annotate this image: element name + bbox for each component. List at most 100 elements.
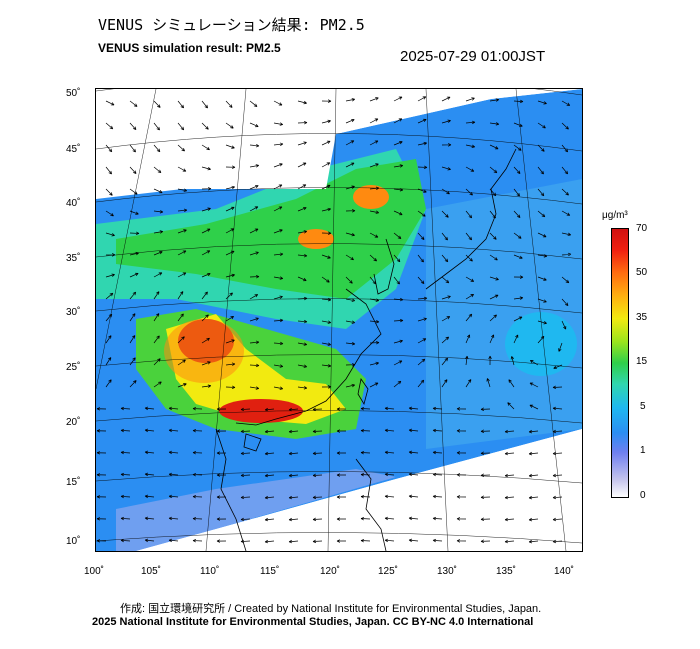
colorbar-tick-35: 35 — [636, 312, 648, 323]
wind-arrow — [369, 210, 380, 214]
wind-arrow — [345, 363, 356, 367]
lon-label-140: 140˚ — [554, 566, 575, 577]
wind-arrow — [336, 473, 347, 477]
wind-arrow — [288, 517, 299, 522]
wind-arrow — [465, 120, 476, 125]
wind-arrow — [273, 276, 284, 280]
wind-arrow — [488, 355, 492, 366]
wind-arrow — [297, 230, 308, 234]
coast-philippines — [355, 458, 387, 551]
wind-arrow — [273, 122, 284, 126]
coast-indochina — [215, 428, 247, 551]
wind-arrow — [456, 495, 467, 499]
wind-arrow — [561, 210, 571, 216]
wind-arrow — [393, 188, 404, 192]
coast-hainan — [243, 433, 262, 452]
wind-arrow — [441, 295, 451, 300]
wind-arrow — [393, 297, 404, 302]
wind-arrow — [297, 184, 307, 190]
wind-arrow — [408, 516, 419, 521]
wind-vectors — [96, 96, 572, 544]
wind-arrow — [321, 99, 332, 103]
wind-arrow — [240, 495, 251, 500]
wind-arrow — [513, 144, 522, 151]
wind-arrow — [225, 228, 235, 234]
wind-arrow — [384, 516, 395, 521]
wind-arrow — [264, 539, 275, 544]
wind-arrow — [216, 495, 227, 499]
wind-arrow — [321, 207, 331, 212]
wind-arrow — [201, 144, 210, 151]
wind-arrow — [96, 407, 107, 411]
wind-arrow — [168, 428, 179, 433]
wind-arrow — [153, 166, 162, 174]
wind-arrow — [96, 539, 107, 543]
wind-arrow — [225, 315, 234, 322]
wind-arrow — [369, 319, 380, 324]
wind-arrow — [273, 252, 284, 256]
wind-arrow — [486, 378, 491, 388]
wind-arrow — [513, 334, 519, 344]
wind-arrow — [465, 144, 476, 148]
wind-arrow — [249, 122, 259, 128]
colorbar-tick-0: 0 — [640, 490, 646, 501]
wind-arrow — [489, 232, 497, 240]
parallel-25 — [96, 354, 582, 369]
wind-arrow — [345, 185, 355, 190]
wind-arrow — [153, 358, 161, 366]
wind-arrow — [537, 276, 547, 281]
wind-arrow — [192, 538, 203, 543]
wind-arrow — [345, 98, 356, 102]
wind-arrow — [489, 122, 500, 126]
wind-arrow — [153, 100, 161, 108]
wind-arrow — [441, 210, 449, 218]
wind-arrow — [369, 298, 380, 302]
wind-arrow — [249, 363, 260, 368]
coastlines — [215, 148, 517, 551]
wind-arrow — [105, 292, 114, 300]
wind-arrow — [561, 276, 570, 284]
wind-arrow — [321, 385, 332, 389]
wind-arrow — [216, 429, 227, 433]
wind-arrow — [216, 539, 227, 543]
wind-arrow — [465, 188, 473, 196]
wind-arrow — [249, 228, 259, 234]
wind-arrow — [513, 188, 520, 197]
wind-arrow — [273, 184, 283, 190]
wind-arrow — [120, 450, 131, 455]
wind-arrow — [369, 118, 379, 124]
wind-arrow — [489, 144, 499, 150]
wind-arrow — [561, 320, 567, 330]
wind-arrow — [513, 296, 524, 300]
wind-arrow — [489, 276, 499, 281]
wind-arrow — [177, 313, 184, 322]
wind-arrow — [288, 473, 299, 478]
wind-arrow — [264, 473, 275, 478]
wind-arrow — [321, 184, 331, 190]
wind-arrow — [360, 472, 371, 477]
wind-arrow — [96, 495, 107, 499]
wind-arrow — [441, 96, 451, 102]
coast-china — [235, 288, 382, 426]
wind-arrow — [369, 276, 377, 285]
wind-arrow — [528, 495, 539, 500]
wind-arrow — [129, 122, 137, 131]
wind-arrow — [297, 319, 308, 324]
wind-arrow — [465, 293, 474, 300]
wind-arrow — [537, 254, 548, 258]
wind-arrow — [105, 232, 115, 237]
wind-arrow — [129, 335, 136, 344]
wind-arrow — [417, 338, 427, 344]
wind-arrow — [120, 494, 131, 499]
lat-label-10: 10˚ — [66, 536, 81, 547]
wind-arrow — [489, 254, 498, 261]
wind-arrow — [249, 251, 259, 256]
page-title-japanese: VENUS シミュレーション結果: PM2.5 — [98, 16, 365, 34]
wind-arrow — [408, 406, 419, 411]
wind-arrow — [456, 451, 467, 455]
credit-line-1: 作成: 国立環境研究所 / Created by National Instit… — [120, 603, 542, 615]
wind-arrow — [465, 313, 473, 322]
wind-arrow — [273, 364, 284, 368]
wind-arrow — [216, 451, 227, 455]
wind-arrow — [192, 406, 203, 411]
